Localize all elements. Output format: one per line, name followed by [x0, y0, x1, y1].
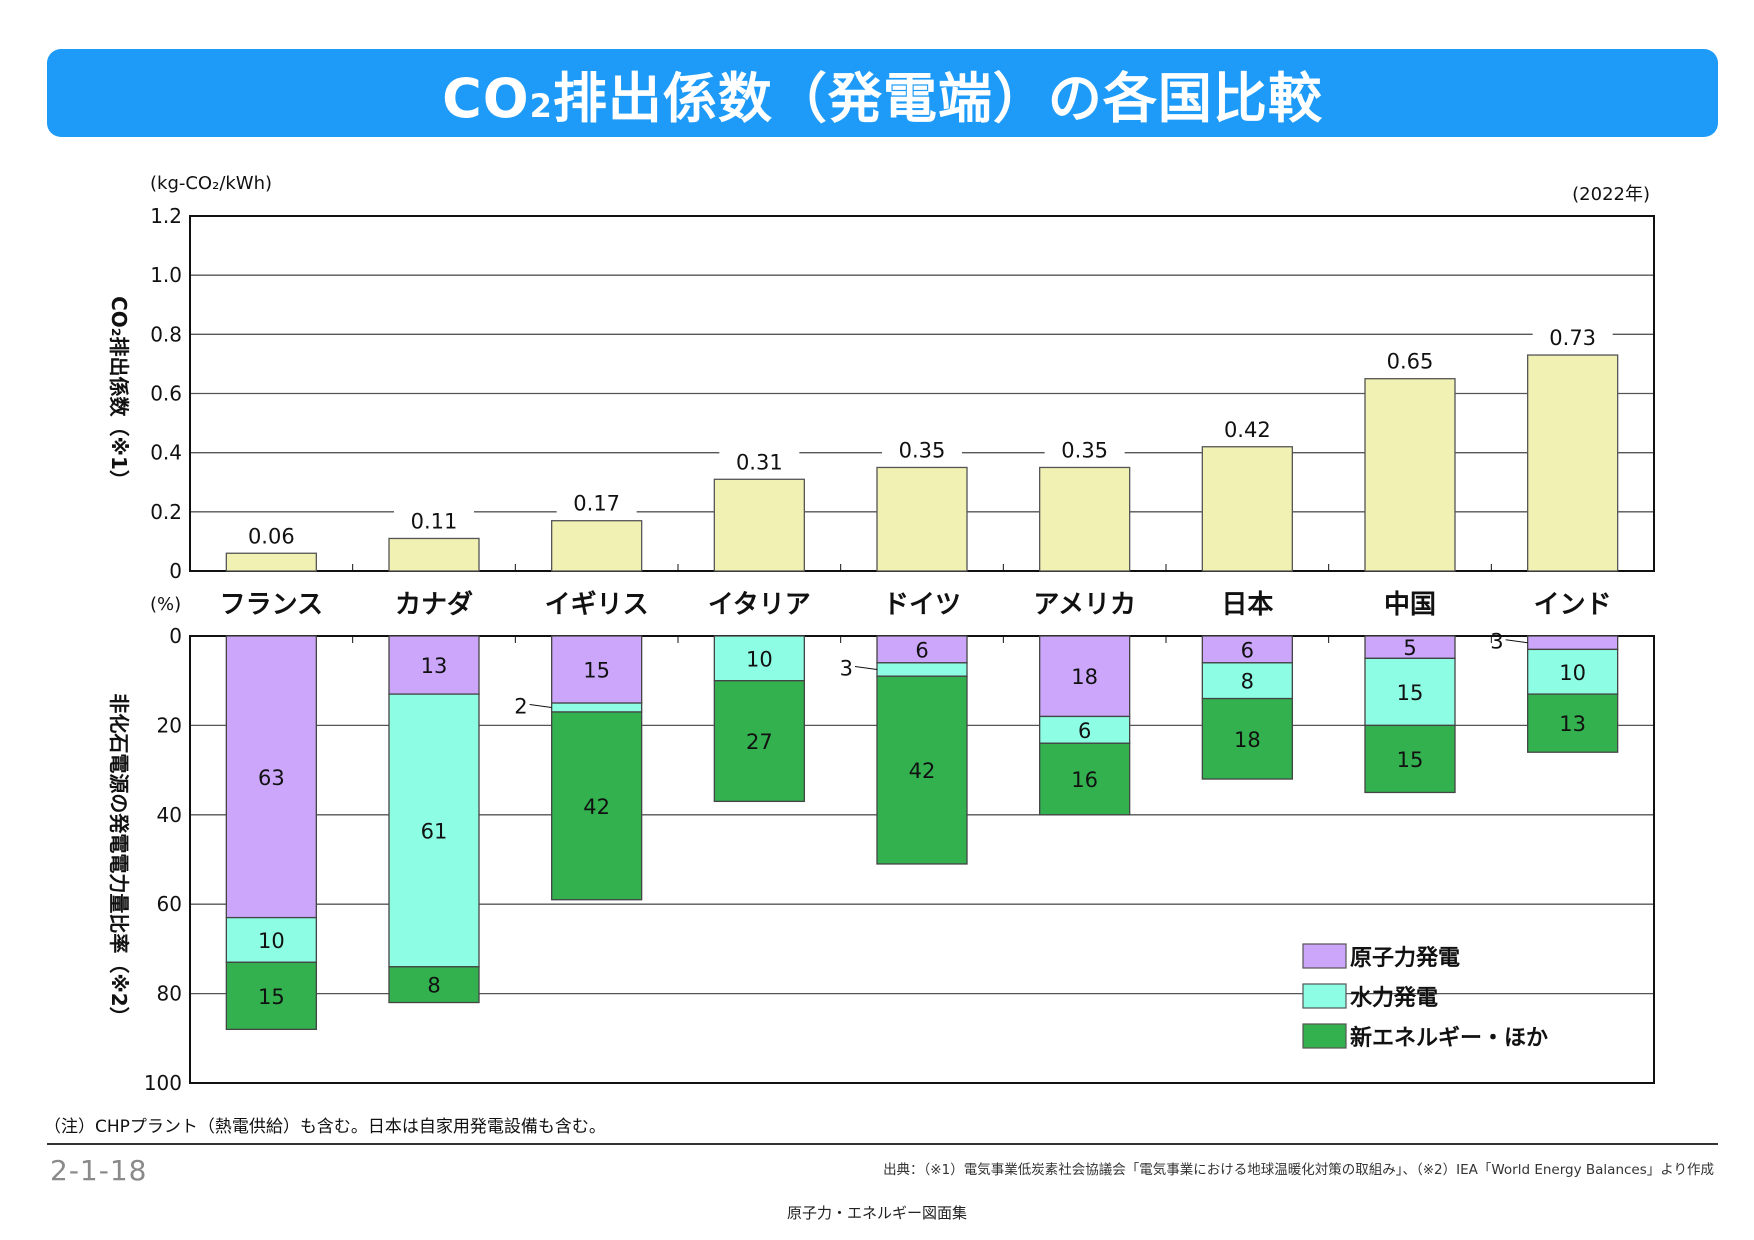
- bar: [1365, 379, 1455, 571]
- bar: [1528, 355, 1618, 571]
- bar-value-label: 0.11: [411, 509, 458, 533]
- category-label: インド: [1534, 590, 1612, 620]
- bar-value-label: 0.73: [1549, 326, 1596, 350]
- bar-value-label: 0.17: [573, 492, 620, 516]
- bar-value-label: 0.35: [1061, 438, 1108, 462]
- percent-unit-label: (%): [150, 594, 181, 615]
- segment-value-label: 15: [258, 985, 285, 1009]
- legend-label: 水力発電: [1350, 986, 1438, 1011]
- category-label: 中国: [1384, 590, 1436, 620]
- segment-value-label: 15: [1397, 681, 1424, 705]
- category-label: カナダ: [395, 589, 473, 620]
- legend-swatch: [1303, 984, 1346, 1008]
- y-unit-label: (kg-CO₂/kWh): [150, 173, 272, 194]
- bar: [226, 553, 316, 571]
- segment-value-label-outside: 3: [1490, 630, 1503, 654]
- segment-value-label: 42: [583, 795, 610, 819]
- segment-value-label: 16: [1071, 768, 1098, 792]
- segment-value-label: 15: [1397, 748, 1424, 772]
- stacked-segment: [552, 703, 642, 712]
- segment-value-label: 13: [421, 654, 448, 678]
- segment-value-label: 63: [258, 766, 285, 790]
- segment-value-label: 61: [421, 819, 448, 843]
- segment-value-label: 8: [427, 974, 440, 998]
- segment-value-label-outside: 3: [840, 657, 853, 681]
- bar-value-label: 0.65: [1387, 350, 1434, 374]
- co2-and-nonfossil-chart: 0 0.2 0.4 0.6 0.8 1.0 1.2 0.06 0.11 0.17 0.31 0.35 0…: [0, 0, 1754, 1240]
- legend-swatch: [1303, 1024, 1346, 1048]
- segment-value-label: 6: [1241, 638, 1254, 662]
- stacked-segment: [877, 663, 967, 676]
- segment-value-label: 15: [583, 659, 610, 683]
- segment-value-label: 5: [1403, 636, 1416, 660]
- y-tick-label: 60: [157, 892, 182, 916]
- y-axis-title: 非化石電源の発電電力量比率（※2）: [107, 693, 131, 1026]
- segment-value-label: 13: [1559, 712, 1586, 736]
- segment-value-label: 6: [1078, 719, 1091, 743]
- category-label: イギリス: [545, 590, 649, 620]
- footer-divider: [47, 1143, 1718, 1145]
- category-label: イタリア: [708, 590, 811, 620]
- bar: [714, 479, 804, 571]
- segment-value-label-outside: 2: [514, 695, 527, 719]
- bar-value-label: 0.31: [736, 450, 783, 474]
- legend-label: 原子力発電: [1350, 946, 1460, 971]
- leader-line: [855, 667, 877, 670]
- segment-value-label: 8: [1241, 670, 1254, 694]
- legend: 原子力発電水力発電新エネルギー・ほか: [1303, 944, 1548, 1051]
- co2-emission-bar-chart: 0 0.2 0.4 0.6 0.8 1.0 1.2 0.06 0.11 0.17 0.31 0.35 0…: [107, 173, 1654, 620]
- bar: [552, 521, 642, 571]
- segment-value-label: 10: [258, 929, 285, 953]
- y-tick-label: 20: [157, 713, 182, 737]
- y-axis-title: CO₂排出係数（※1）: [107, 296, 131, 490]
- bar: [1202, 447, 1292, 571]
- y-tick-label: 0: [169, 624, 182, 648]
- category-label: 日本: [1221, 590, 1273, 620]
- bar-value-label: 0.06: [248, 524, 295, 548]
- page-number: 2-1-18: [50, 1154, 147, 1187]
- y-tick-label: 0.6: [150, 382, 182, 406]
- y-tick-label: 1.0: [150, 263, 182, 287]
- segment-value-label: 10: [746, 647, 773, 671]
- y-tick-label: 80: [157, 982, 182, 1006]
- bar-value-label: 0.35: [899, 438, 946, 462]
- bar: [877, 467, 967, 571]
- y-tick-label: 1.2: [150, 204, 182, 228]
- segment-value-label: 10: [1559, 661, 1586, 685]
- remark-note: （注）CHPプラント（熱電供給）も含む。日本は自家用発電設備も含む。: [44, 1112, 606, 1137]
- year-label: (2022年): [1572, 184, 1650, 205]
- legend-swatch: [1303, 944, 1346, 968]
- bar: [389, 538, 479, 571]
- category-label: ドイツ: [883, 590, 961, 620]
- stacked-segment: [1528, 636, 1618, 649]
- segment-value-label: 18: [1071, 665, 1098, 689]
- y-tick-label: 0.4: [150, 441, 182, 465]
- y-tick-label: 40: [157, 803, 182, 827]
- nonfossil-stacked-bar-chart: 0204060801006310151361815242102763421861…: [107, 624, 1654, 1095]
- segment-value-label: 6: [915, 638, 928, 662]
- category-label: フランス: [220, 590, 323, 620]
- source-citation: 出典：（※1）電気事業低炭素社会協議会「電気事業における地球温暖化対策の取組み」…: [883, 1158, 1714, 1178]
- segment-value-label: 18: [1234, 728, 1261, 752]
- category-label: アメリカ: [1033, 590, 1136, 620]
- leader-line: [530, 705, 552, 708]
- y-tick-label: 0: [169, 559, 182, 583]
- bar: [1040, 467, 1130, 571]
- leader-line: [1506, 640, 1528, 643]
- segment-value-label: 42: [909, 759, 936, 783]
- y-tick-label: 0.2: [150, 500, 182, 524]
- bar-value-label: 0.42: [1224, 418, 1271, 442]
- legend-label: 新エネルギー・ほか: [1350, 1025, 1548, 1051]
- y-tick-label: 100: [144, 1071, 182, 1095]
- footer-caption: 原子力・エネルギー図面集: [0, 1202, 1754, 1223]
- y-tick-label: 0.8: [150, 322, 182, 346]
- segment-value-label: 27: [746, 730, 773, 754]
